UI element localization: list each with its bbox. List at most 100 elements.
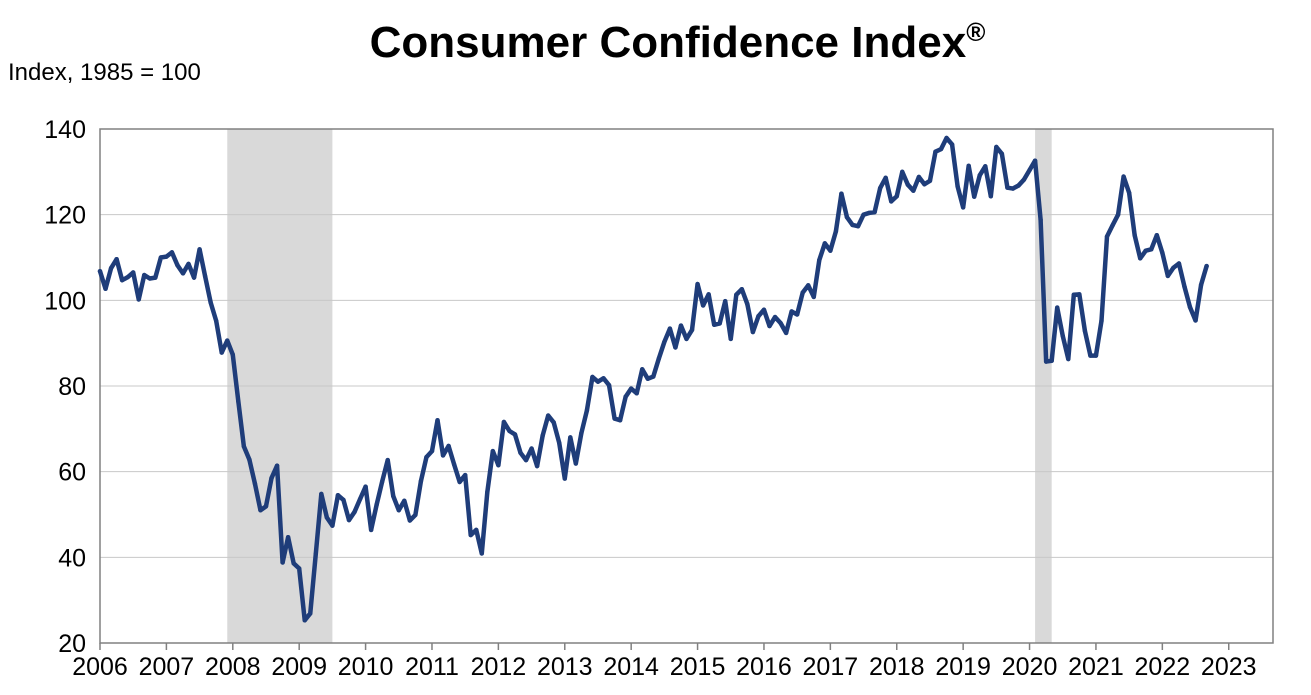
data-point	[352, 509, 357, 515]
data-point	[186, 261, 191, 267]
x-tick-label-2014: 2014	[603, 653, 659, 681]
data-point	[518, 450, 523, 456]
data-point	[490, 448, 496, 454]
data-point	[202, 274, 208, 279]
data-point	[474, 527, 479, 533]
y-axis-tick-labels: 20 40 60 80 100 120 140	[44, 116, 86, 658]
data-point	[645, 376, 650, 381]
data-point	[1121, 174, 1126, 179]
data-point	[424, 454, 429, 460]
x-tick-label-2008: 2008	[205, 653, 261, 681]
data-point	[142, 272, 147, 278]
data-point	[723, 298, 728, 304]
data-point	[429, 448, 435, 454]
data-point	[1171, 265, 1176, 270]
data-point	[977, 173, 982, 178]
data-point	[1165, 273, 1171, 279]
y-tick-label-20: 20	[58, 630, 86, 658]
data-point	[462, 472, 468, 478]
data-point	[877, 185, 883, 191]
data-point	[855, 224, 861, 229]
data-point	[1049, 358, 1054, 363]
x-tick-label-2022: 2022	[1135, 653, 1191, 681]
data-point	[457, 479, 462, 485]
data-point	[783, 330, 789, 336]
data-point	[407, 518, 413, 523]
data-point	[999, 151, 1005, 157]
data-point	[717, 321, 722, 326]
data-point	[1149, 247, 1154, 252]
data-point	[612, 416, 617, 421]
data-point	[706, 292, 711, 297]
data-point	[927, 178, 933, 184]
data-point	[391, 493, 396, 499]
data-point	[119, 278, 125, 283]
data-point	[501, 419, 507, 425]
data-point	[767, 323, 772, 329]
data-point	[114, 257, 119, 262]
data-point	[673, 345, 678, 350]
data-point	[440, 453, 446, 458]
y-tick-label-80: 80	[58, 373, 86, 401]
x-tick-label-2012: 2012	[471, 653, 527, 681]
data-point	[562, 476, 567, 481]
data-point	[573, 461, 579, 466]
data-point	[313, 551, 318, 557]
x-tick-label-2015: 2015	[670, 653, 726, 681]
data-point	[341, 497, 346, 503]
data-point	[761, 307, 767, 312]
data-point	[435, 418, 440, 423]
data-point	[1193, 318, 1198, 323]
data-point	[861, 212, 866, 217]
x-tick-label-2009: 2009	[271, 653, 327, 681]
y-tick-label-140: 140	[44, 116, 86, 144]
data-point	[368, 527, 374, 533]
data-point	[584, 408, 590, 413]
data-point	[1027, 167, 1032, 173]
data-point	[872, 209, 877, 215]
data-point	[789, 309, 794, 314]
data-point	[1066, 356, 1071, 362]
data-point	[1143, 248, 1148, 253]
gridlines	[100, 214, 1273, 558]
data-point	[136, 297, 141, 302]
data-point	[346, 517, 352, 523]
data-point	[291, 561, 296, 566]
x-tick-label-2007: 2007	[139, 653, 195, 681]
data-point	[800, 290, 805, 295]
x-tick-label-2010: 2010	[338, 653, 394, 681]
data-point	[496, 463, 501, 468]
data-point	[1110, 223, 1115, 228]
data-point	[1060, 333, 1065, 339]
data-point	[828, 248, 833, 253]
x-tick-label-2016: 2016	[736, 653, 792, 681]
data-point	[839, 191, 844, 196]
data-point	[900, 169, 905, 175]
data-point	[213, 318, 219, 324]
data-point	[1021, 177, 1027, 182]
x-tick-label-2020: 2020	[1002, 653, 1058, 681]
data-point	[529, 446, 534, 451]
data-point	[728, 336, 733, 342]
registered-mark: ®	[966, 17, 986, 47]
data-point	[1055, 305, 1060, 310]
data-point	[241, 444, 247, 449]
data-point	[606, 382, 612, 388]
x-tick-label-2023: 2023	[1201, 653, 1257, 681]
x-axis-ticks	[99, 643, 1230, 650]
data-point	[822, 241, 828, 246]
data-point	[634, 391, 639, 396]
data-point	[1126, 190, 1132, 196]
data-point	[1010, 186, 1016, 191]
data-point	[667, 326, 673, 331]
data-point	[988, 194, 994, 199]
data-point	[579, 430, 584, 436]
data-point	[1016, 183, 1021, 188]
data-point	[811, 294, 816, 300]
data-point	[512, 432, 518, 437]
data-point	[413, 512, 418, 518]
data-point	[1104, 234, 1110, 239]
x-tick-label-2013: 2013	[537, 653, 593, 681]
data-point	[933, 149, 938, 154]
